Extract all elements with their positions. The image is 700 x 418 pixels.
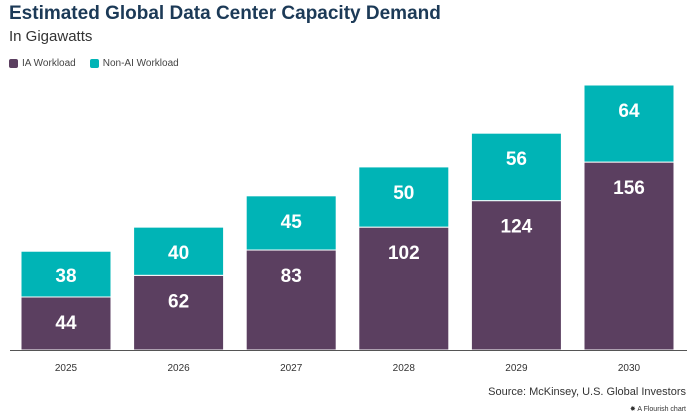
x-tick-label: 2028 [393, 363, 416, 374]
bar-ia-2029 [470, 200, 562, 351]
source-note: Source: McKinsey, U.S. Global Investors [488, 386, 686, 398]
bar-ia-2026 [133, 274, 225, 351]
bar-non-ai-2030 [583, 84, 675, 163]
data-label: 40 [168, 243, 189, 264]
bar-ia-2025 [20, 296, 112, 351]
bar-non-ai-2029 [470, 132, 562, 202]
legend-swatch [9, 59, 18, 68]
data-label: 62 [168, 291, 189, 312]
chart-subtitle: In Gigawatts [9, 28, 93, 45]
x-tick-label: 2025 [55, 363, 78, 374]
data-label: 83 [281, 266, 302, 287]
data-label: 64 [618, 101, 640, 122]
bar-non-ai-2027 [245, 195, 337, 251]
legend-item-ia[interactable]: IA Workload [9, 58, 76, 69]
data-label: 102 [388, 243, 420, 264]
data-label: 38 [55, 266, 76, 287]
data-label: 50 [393, 183, 414, 204]
data-label: 44 [55, 313, 77, 334]
x-tick-label: 2030 [618, 363, 641, 374]
x-tick-label: 2027 [280, 363, 303, 374]
data-label: 45 [281, 212, 303, 233]
bar-non-ai-2025 [20, 250, 112, 298]
legend-label: IA Workload [22, 58, 76, 69]
data-label: 124 [501, 217, 533, 238]
bar-ia-2027 [245, 249, 337, 351]
data-label: 56 [506, 149, 527, 170]
chart-title: Estimated Global Data Center Capacity De… [9, 3, 441, 24]
legend-label: Non-AI Workload [102, 58, 179, 69]
bar-ia-2030 [583, 161, 675, 351]
bar-non-ai-2028 [358, 166, 450, 228]
credit-text: A Flourish chart [637, 406, 686, 413]
flourish-credit[interactable]: ✸ A Flourish chart [630, 405, 686, 413]
x-tick-label: 2029 [505, 363, 528, 374]
data-label: 156 [613, 178, 645, 199]
bar-non-ai-2026 [133, 226, 225, 276]
flourish-logo-icon: ✸ [629, 406, 638, 413]
x-tick-label: 2026 [167, 363, 190, 374]
legend: IA Workload Non-AI Workload [9, 58, 179, 69]
legend-item-non-ai[interactable]: Non-AI Workload [89, 58, 179, 69]
legend-swatch [89, 59, 99, 68]
